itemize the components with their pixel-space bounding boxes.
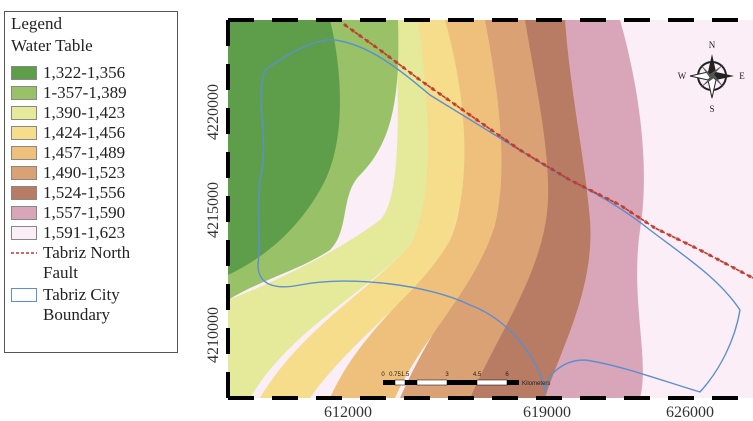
legend-swatch xyxy=(11,86,37,100)
zone-1424-1456 xyxy=(260,20,465,398)
map-border xyxy=(226,18,753,400)
compass-w: W xyxy=(678,71,687,81)
legend-swatch xyxy=(11,146,37,160)
legend-swatch xyxy=(11,126,37,140)
zone-1322-1356 xyxy=(228,20,340,275)
legend-label: 1,591-1,623 xyxy=(43,223,126,242)
scale-label-3: 3 xyxy=(445,372,449,378)
legend-swatch xyxy=(11,226,37,240)
legend-title: Legend xyxy=(11,14,62,33)
legend-subtitle: Water Table xyxy=(11,36,93,55)
legend-label: 1,490-1,523 xyxy=(43,163,126,182)
x-tick-619000: 619000 xyxy=(523,404,571,421)
x-tick-626000: 626000 xyxy=(666,404,714,421)
city-boundary-swatch xyxy=(11,288,37,302)
legend-item: 1,524-1,556 xyxy=(11,184,125,202)
scale-label-15: 1.5 xyxy=(401,372,410,378)
legend-item-fault: Tabriz North xyxy=(11,244,130,262)
legend-label: 1,322-1,356 xyxy=(43,63,126,82)
zone-1390-1423 xyxy=(228,20,428,398)
compass-e: E xyxy=(739,71,745,81)
scale-unit: Kilometers xyxy=(522,381,550,387)
legend-item-city: Tabriz City xyxy=(11,286,120,304)
legend-fault-label-2: Fault xyxy=(43,263,78,282)
legend-swatch xyxy=(11,66,37,80)
legend-item: 1-357-1,389 xyxy=(11,84,127,102)
x-tick-612000: 612000 xyxy=(324,404,372,421)
legend-swatch xyxy=(11,186,37,200)
legend-label: 1,424-1,456 xyxy=(43,123,126,142)
y-tick-4220000: 4220000 xyxy=(205,84,222,140)
scale-label-075: 0.75 xyxy=(389,372,401,378)
fault-dots xyxy=(343,23,753,280)
y-tick-4215000: 4215000 xyxy=(205,182,222,238)
scale-label-6: 6 xyxy=(505,372,509,378)
legend-item: 1,490-1,523 xyxy=(11,164,125,182)
compass-s: S xyxy=(709,104,714,114)
legend-swatch xyxy=(11,106,37,120)
scale-label-0: 0 xyxy=(381,372,385,378)
legend-swatch xyxy=(11,206,37,220)
scale-label-45: 4.5 xyxy=(473,372,482,378)
legend-label: 1,557-1,590 xyxy=(43,203,126,222)
legend-label: 1,457-1,489 xyxy=(43,143,126,162)
legend-item: 1,457-1,489 xyxy=(11,144,125,162)
legend-item: 1,322-1,356 xyxy=(11,64,125,82)
legend-fault-label-1: Tabriz North xyxy=(43,243,131,262)
fault-line-icon xyxy=(11,252,37,254)
legend-item: 1,591-1,623 xyxy=(11,224,125,242)
legend-label: 1-357-1,389 xyxy=(43,83,127,102)
compass-rose-icon: N S E W xyxy=(678,40,746,114)
zone-1524-1556 xyxy=(470,20,591,398)
zone-1490-1523 xyxy=(400,20,549,398)
legend-item: 1,424-1,456 xyxy=(11,124,125,142)
legend-item: 1,557-1,590 xyxy=(11,204,125,222)
compass-n: N xyxy=(709,40,716,50)
y-tick-4210000: 4210000 xyxy=(205,307,222,363)
legend-city-label-1: Tabriz City xyxy=(43,285,120,304)
legend-label: 1,390-1,423 xyxy=(43,103,126,122)
legend-item: 1,390-1,423 xyxy=(11,104,125,122)
tabriz-city-boundary xyxy=(257,39,741,393)
map-legend: Legend Water Table 1,322-1,356 1-357-1,3… xyxy=(4,11,178,353)
legend-swatch xyxy=(11,166,37,180)
legend-city-label-2: Boundary xyxy=(43,305,111,324)
map-frame xyxy=(228,20,753,398)
scale-bar: 0 0.75 1.5 3 4.5 6 Kilometers xyxy=(381,372,550,387)
legend-label: 1,524-1,556 xyxy=(43,183,126,202)
